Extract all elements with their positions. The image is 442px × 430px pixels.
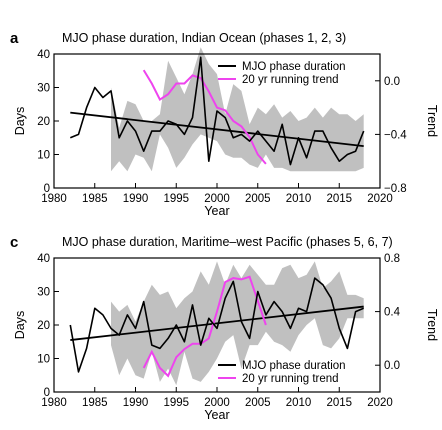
y-tick-label: 20 (37, 320, 50, 332)
y-tick-label: 40 (37, 49, 50, 61)
legend-label: 20 yr running trend (242, 373, 339, 385)
x-tick-label: 2010 (286, 397, 312, 409)
y2-tick-label: 0.4 (384, 307, 401, 319)
y-tick-label: 0 (44, 387, 50, 399)
x-tick-label: 1990 (123, 193, 149, 205)
x-tick-label: 1995 (163, 397, 189, 409)
y2-tick-label: −0.8 (384, 183, 407, 195)
x-tick-label: 1980 (41, 397, 67, 409)
running-trend-line (142, 69, 267, 165)
x-axis-label: Year (204, 408, 229, 422)
x-tick-label: 2000 (204, 193, 230, 205)
y2-tick-label: 0.0 (384, 76, 400, 88)
x-tick-label: 2000 (204, 397, 230, 409)
y-tick-label: 0 (44, 183, 50, 195)
x-axis-label: Year (204, 204, 229, 218)
y2-tick-label: 0.8 (384, 253, 400, 265)
duration-line (69, 277, 365, 373)
x-tick-label: 2005 (245, 193, 271, 205)
panel-title: MJO phase duration, Indian Ocean (phases… (62, 31, 346, 45)
panel-title: MJO phase duration, Maritime–west Pacifi… (62, 235, 393, 249)
y-tick-label: 30 (37, 83, 50, 95)
x-tick-label: 2010 (286, 193, 312, 205)
x-tick-label: 2015 (326, 193, 352, 205)
y-tick-label: 20 (37, 116, 50, 128)
legend-label: 20 yr running trend (242, 74, 339, 86)
x-tick-label: 1995 (163, 193, 189, 205)
x-tick-label: 2020 (367, 193, 393, 205)
y-tick-label: 10 (37, 354, 50, 366)
duration-line (69, 56, 365, 166)
x-tick-label: 2020 (367, 397, 393, 409)
y-tick-label: 30 (37, 287, 50, 299)
legend-label: MJO phase duration (242, 360, 346, 372)
y2-tick-label: −0.4 (384, 129, 407, 141)
panel-letter: c (10, 234, 18, 251)
x-tick-label: 2015 (326, 397, 352, 409)
uncertainty-band (111, 47, 364, 172)
y2-axis-label: Trend (425, 105, 439, 137)
x-tick-label: 1985 (82, 193, 108, 205)
x-tick-label: 1990 (123, 397, 149, 409)
y-tick-label: 10 (37, 150, 50, 162)
x-tick-label: 2005 (245, 397, 271, 409)
panel-letter: a (10, 30, 19, 47)
x-tick-label: 1985 (82, 397, 108, 409)
regression-trend-line (70, 111, 364, 148)
y-tick-label: 40 (37, 253, 50, 265)
y2-tick-label: 0.0 (384, 360, 400, 372)
y2-axis-label: Trend (425, 309, 439, 341)
legend-label: MJO phase duration (242, 61, 346, 73)
running-trend-line (142, 275, 267, 378)
y-axis-label: Days (13, 311, 27, 339)
uncertainty-band (111, 261, 364, 386)
y-axis-label: Days (13, 107, 27, 135)
x-tick-label: 1980 (41, 193, 67, 205)
